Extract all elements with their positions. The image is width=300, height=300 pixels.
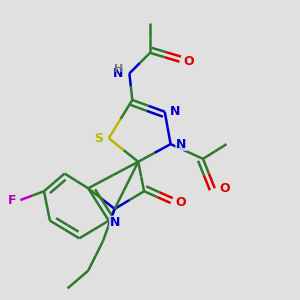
Text: H: H	[115, 64, 124, 74]
Text: N: N	[113, 67, 124, 80]
Text: N: N	[170, 105, 180, 118]
Text: F: F	[8, 194, 16, 207]
Text: O: O	[175, 196, 186, 209]
Text: O: O	[219, 182, 230, 195]
Text: O: O	[184, 55, 194, 68]
Text: S: S	[94, 132, 103, 145]
Text: N: N	[110, 216, 120, 229]
Text: N: N	[176, 138, 186, 151]
